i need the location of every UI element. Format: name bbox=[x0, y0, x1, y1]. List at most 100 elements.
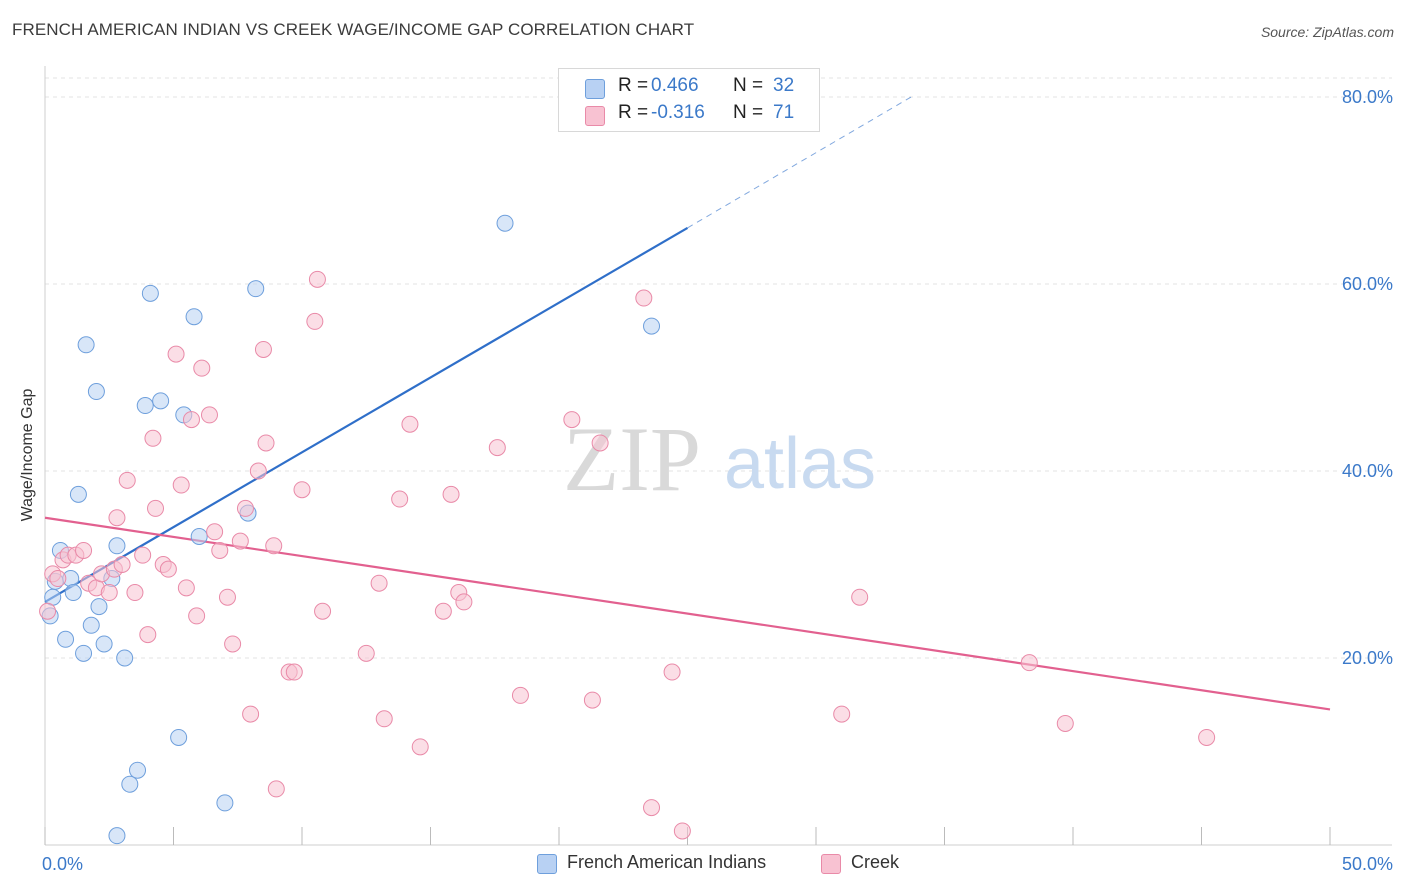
bottom-legend-label: Creek bbox=[851, 852, 900, 872]
point-creek bbox=[591, 434, 609, 452]
point-creek bbox=[206, 523, 224, 541]
point-creek bbox=[411, 738, 429, 756]
point-creek bbox=[357, 644, 375, 662]
point-creek bbox=[242, 705, 260, 723]
point-french-american-indian bbox=[136, 397, 154, 415]
point-creek bbox=[1056, 714, 1074, 732]
point-creek bbox=[563, 411, 581, 429]
point-creek bbox=[113, 556, 131, 573]
trend-lines bbox=[44, 96, 1331, 711]
point-french-american-indian bbox=[108, 827, 126, 845]
point-creek bbox=[293, 481, 311, 499]
tick-labels: 20.0% 40.0% 60.0% 80.0% 0.0% 50.0% bbox=[42, 87, 1393, 874]
y-tick-label: 20.0% bbox=[1342, 648, 1393, 668]
point-creek bbox=[455, 593, 473, 611]
point-french-american-indian bbox=[108, 537, 126, 555]
source-credit: Source: ZipAtlas.com bbox=[1260, 24, 1394, 40]
bottom-legend-label: French American Indians bbox=[567, 852, 767, 872]
point-french-american-indian bbox=[170, 728, 188, 746]
point-creek bbox=[39, 602, 57, 620]
legend-n-label: N = bbox=[733, 75, 764, 96]
x-tick-label-min: 0.0% bbox=[42, 854, 83, 874]
point-creek bbox=[401, 415, 419, 433]
trend-line-french-american-indians bbox=[44, 226, 689, 603]
point-creek bbox=[308, 270, 326, 288]
point-creek bbox=[265, 537, 283, 555]
point-french-american-indian bbox=[152, 392, 170, 410]
legend-n-label: N = bbox=[733, 102, 764, 123]
point-french-american-indian bbox=[121, 775, 139, 793]
point-creek bbox=[254, 340, 272, 358]
legend-r-value: -0.316 bbox=[651, 102, 705, 123]
point-creek bbox=[134, 546, 152, 564]
point-french-american-indian bbox=[75, 644, 93, 662]
point-creek bbox=[177, 579, 195, 597]
legend-r-label: R = bbox=[618, 75, 649, 96]
point-creek bbox=[583, 691, 601, 709]
point-creek bbox=[218, 588, 236, 606]
point-creek bbox=[211, 541, 229, 559]
point-french-american-indian bbox=[190, 527, 208, 545]
watermark-atlas: atlas bbox=[724, 424, 876, 504]
grid-lines bbox=[45, 77, 1392, 659]
point-french-american-indian bbox=[64, 584, 82, 602]
point-creek bbox=[100, 584, 118, 602]
point-creek bbox=[231, 532, 249, 550]
legend-r-value: 0.466 bbox=[651, 75, 699, 96]
legend-swatch-blue bbox=[585, 79, 605, 99]
point-french-american-indian bbox=[141, 284, 159, 302]
point-creek bbox=[193, 359, 211, 377]
point-creek bbox=[663, 663, 681, 681]
bottom-legend-swatch-pink bbox=[821, 854, 841, 874]
point-french-american-indian bbox=[69, 485, 87, 503]
point-french-american-indian bbox=[90, 598, 108, 616]
correlation-legend: R = 0.466 N = 32 R = -0.316 N = 71 bbox=[558, 68, 820, 132]
point-creek bbox=[314, 602, 332, 620]
point-creek bbox=[144, 429, 162, 447]
point-french-american-indian bbox=[57, 630, 75, 648]
axes bbox=[44, 66, 1392, 846]
point-creek bbox=[1020, 654, 1038, 672]
point-creek bbox=[159, 560, 177, 578]
point-creek bbox=[108, 509, 126, 527]
point-creek bbox=[200, 406, 218, 424]
point-french-american-indian bbox=[82, 616, 100, 634]
point-creek bbox=[511, 686, 529, 704]
point-creek bbox=[833, 705, 851, 723]
x-tick-label-max: 50.0% bbox=[1342, 854, 1393, 874]
point-creek bbox=[126, 584, 144, 602]
point-creek bbox=[285, 663, 303, 681]
point-creek bbox=[488, 439, 506, 457]
watermark: ZIP atlas bbox=[563, 408, 876, 510]
y-tick-label: 60.0% bbox=[1342, 274, 1393, 294]
point-creek bbox=[391, 490, 409, 508]
point-creek bbox=[118, 471, 136, 489]
chart-title: FRENCH AMERICAN INDIAN VS CREEK WAGE/INC… bbox=[12, 20, 695, 39]
point-creek bbox=[147, 499, 165, 517]
point-creek bbox=[643, 799, 661, 817]
point-creek bbox=[75, 541, 93, 559]
point-french-american-indian bbox=[87, 383, 105, 401]
point-creek bbox=[257, 434, 275, 452]
point-creek bbox=[249, 462, 267, 480]
point-creek bbox=[442, 485, 460, 503]
point-creek bbox=[673, 822, 691, 840]
y-tick-label: 80.0% bbox=[1342, 87, 1393, 107]
watermark-zip: ZIP bbox=[563, 408, 701, 510]
bottom-legend-swatch-blue bbox=[537, 854, 557, 874]
point-creek bbox=[49, 570, 67, 588]
point-french-american-indian bbox=[643, 317, 661, 335]
trend-line-creek bbox=[44, 516, 1331, 711]
legend-swatch-pink bbox=[585, 106, 605, 126]
legend-n-value: 32 bbox=[773, 75, 795, 96]
point-french-american-indian bbox=[95, 635, 113, 653]
point-creek bbox=[306, 312, 324, 330]
point-creek bbox=[139, 626, 157, 644]
point-creek bbox=[267, 780, 285, 798]
point-french-american-indian bbox=[185, 308, 203, 326]
data-points bbox=[39, 214, 1216, 845]
point-french-american-indian bbox=[129, 761, 147, 779]
point-creek bbox=[851, 588, 869, 606]
point-creek bbox=[182, 411, 200, 429]
point-creek bbox=[224, 635, 242, 653]
